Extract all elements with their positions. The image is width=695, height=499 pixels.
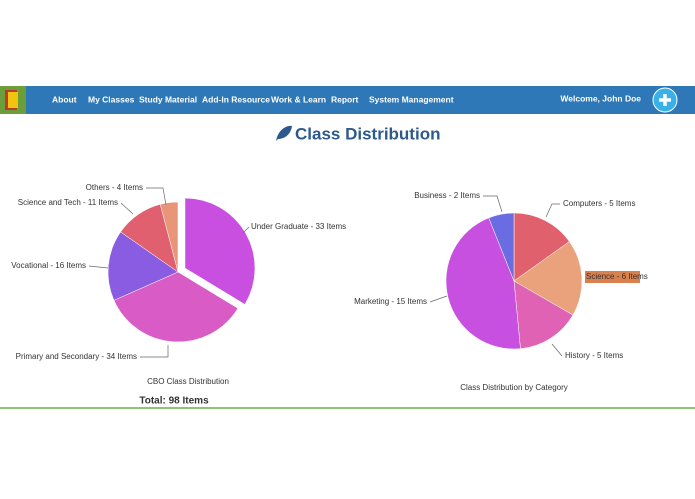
leader-line <box>429 295 448 303</box>
add-icon <box>659 94 671 106</box>
charts: Under Graduate - 33 Items Primary and Sec… <box>11 183 648 407</box>
page-title: Class Distribution <box>295 124 440 143</box>
slice-label: Primary and Secondary - 34 Items <box>16 352 137 361</box>
slice-label: Science - 6 Items <box>586 272 648 281</box>
pie-slice[interactable] <box>513 280 574 349</box>
nav-item[interactable]: My Classes <box>88 94 135 104</box>
chart-caption: CBO Class Distribution <box>147 377 229 386</box>
nav-item[interactable]: Add-In Resource <box>202 94 270 104</box>
leader-line <box>88 265 109 269</box>
nav-item[interactable]: Work & Learn <box>271 94 326 104</box>
slice-label: Others - 4 Items <box>86 183 143 192</box>
pie-chart: Under Graduate - 33 Items Primary and Sec… <box>11 183 346 407</box>
nav-item[interactable]: System Management <box>369 94 454 104</box>
slice-label: History - 5 Items <box>565 351 623 360</box>
leader-line <box>146 187 167 206</box>
leader-line <box>140 345 169 358</box>
pie-slice[interactable] <box>159 201 179 273</box>
pie-slice[interactable] <box>513 241 583 316</box>
logo-page <box>8 92 18 108</box>
pie-slice[interactable] <box>513 212 570 282</box>
leader-line <box>551 343 563 357</box>
leader-line <box>120 202 134 215</box>
chart-caption: Class Distribution by Category <box>460 383 568 392</box>
nav-item[interactable]: About <box>52 94 77 104</box>
pie-slice[interactable] <box>488 212 515 282</box>
slice-label: Science and Tech - 11 Items <box>18 198 118 207</box>
leader-line <box>483 195 503 213</box>
slice-label: Computers - 5 Items <box>563 199 635 208</box>
leader-line <box>545 203 560 218</box>
slice-label: Vocational - 16 Items <box>11 261 86 270</box>
slice-label: Business - 2 Items <box>414 191 480 200</box>
welcome[interactable]: Welcome, John Doe <box>560 93 641 103</box>
slice-label: Under Graduate - 33 Items <box>251 222 346 231</box>
nav-bar: About My Classes Study Material Add-In Reso… <box>0 86 695 114</box>
leader-line <box>242 226 250 234</box>
pie-slice[interactable] <box>184 197 256 305</box>
pie-chart: Computers - 5 Items Science - 6 Items Hist… <box>354 191 648 392</box>
nav-item[interactable]: Report <box>331 94 359 104</box>
nav-item[interactable]: Study Material <box>139 94 197 104</box>
nav-items: About My Classes Study Material Add-In Reso… <box>52 94 454 104</box>
pie-slice[interactable] <box>113 271 239 343</box>
pie-slice[interactable] <box>107 231 179 301</box>
nav-background <box>0 86 695 114</box>
chart-total: Total: 98 Items <box>139 396 209 407</box>
leaf-icon <box>276 125 292 141</box>
label-highlight <box>585 271 640 283</box>
slice-label: Marketing - 15 Items <box>354 297 427 306</box>
